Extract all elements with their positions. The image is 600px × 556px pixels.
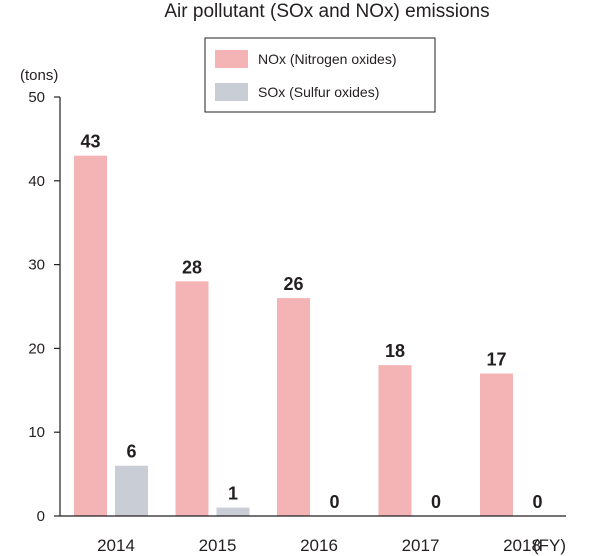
bar-sox: [216, 507, 250, 516]
y-tick-label: 0: [37, 508, 45, 525]
x-category-label: 2015: [199, 536, 237, 555]
x-category-label: 2017: [402, 536, 440, 555]
data-label: 43: [80, 132, 100, 152]
legend-label: NOx (Nitrogen oxides): [258, 51, 397, 67]
y-tick-label: 30: [28, 257, 45, 274]
data-label: 1: [228, 484, 238, 504]
y-tick-label: 10: [28, 424, 45, 441]
value-labels: 43 6 28 1 26 0 18 0 17 0: [80, 132, 542, 512]
bar-sox: [115, 465, 148, 516]
legend-swatch: [215, 83, 248, 101]
bar-nox: [480, 373, 513, 516]
x-category-label: 2016: [300, 536, 338, 555]
bar-nox: [277, 298, 310, 516]
bar-nox: [175, 281, 209, 516]
legend-swatch: [215, 50, 248, 68]
bar-nox: [74, 155, 107, 516]
y-tick-label: 20: [28, 340, 45, 357]
legend-label: SOx (Sulfur oxides): [258, 84, 379, 100]
y-axis-unit: (tons): [20, 67, 58, 84]
data-label: 18: [385, 341, 405, 361]
legend: NOx (Nitrogen oxides) SOx (Sulfur oxides): [204, 37, 436, 113]
bars: [74, 155, 513, 516]
x-axis-unit: (FY): [533, 536, 566, 555]
data-label: 0: [329, 492, 339, 512]
data-label: 17: [486, 350, 506, 370]
data-label: 6: [126, 442, 136, 462]
data-label: 0: [431, 492, 441, 512]
y-tick-label: 40: [28, 173, 45, 190]
x-category-label: 2018: [503, 536, 541, 555]
bar-nox: [378, 365, 412, 516]
data-label: 0: [532, 492, 542, 512]
chart-title: Air pollutant (SOx and NOx) emissions: [164, 1, 489, 22]
data-label: 28: [182, 257, 202, 277]
data-label: 26: [283, 274, 303, 294]
y-ticks: 0 10 20 30 40 50: [28, 89, 60, 525]
x-categories: 2014 2015 2016 2017 2018: [97, 536, 541, 555]
y-tick-label: 50: [28, 89, 45, 106]
x-category-label: 2014: [97, 536, 135, 555]
